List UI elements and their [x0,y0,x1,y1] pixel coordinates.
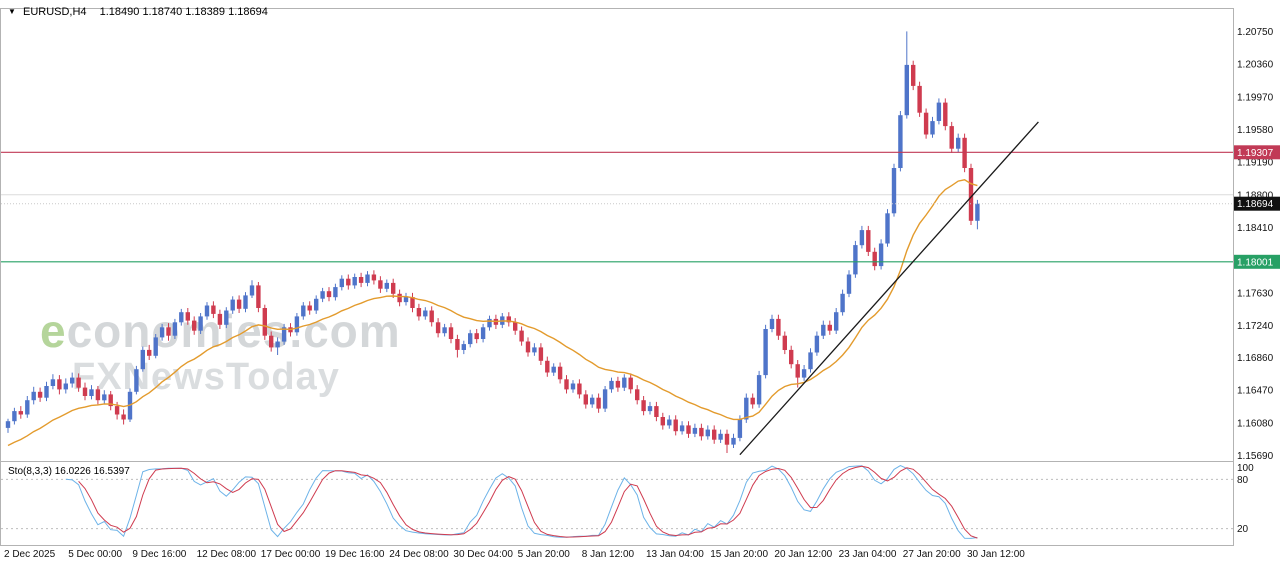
chart-menu-icon[interactable]: ▼ [8,7,16,16]
svg-text:12 Dec 08:00: 12 Dec 08:00 [197,549,257,560]
svg-text:1.16470: 1.16470 [1237,386,1274,397]
price-axis: 1.20750 1.20360 1.19970 1.19580 1.19190 1.188… [1237,27,1274,462]
candlesticks [5,31,980,453]
stochastic-levels [1,478,1233,530]
stochastic-d-line [78,465,978,539]
svg-text:2 Dec 2025: 2 Dec 2025 [4,549,56,560]
svg-text:1.15690: 1.15690 [1237,451,1274,462]
ohlc-values-label: 1.18490 1.18740 1.18389 1.18694 [99,6,268,18]
svg-text:30 Jan 12:00: 30 Jan 12:00 [967,549,1025,560]
svg-text:30 Dec 04:00: 30 Dec 04:00 [453,549,513,560]
svg-text:1.18001: 1.18001 [1237,257,1274,268]
indicator-name-label: Sto(8,3,3) 16.0226 16.5397 [8,466,130,477]
svg-text:20 Jan 12:00: 20 Jan 12:00 [774,549,832,560]
svg-text:1.19307: 1.19307 [1237,148,1274,159]
svg-text:24 Dec 08:00: 24 Dec 08:00 [389,549,449,560]
svg-text:1.20360: 1.20360 [1237,60,1274,71]
svg-text:1.19970: 1.19970 [1237,92,1274,103]
svg-text:20: 20 [1237,524,1249,535]
svg-text:80: 80 [1237,475,1249,486]
trendline[interactable] [739,121,1039,456]
svg-text:1.19190: 1.19190 [1237,158,1274,169]
current-price-tag: 1.18694 [1234,196,1280,211]
svg-text:1.18800: 1.18800 [1237,190,1274,201]
watermark-economies-logo: economies.com [40,305,401,357]
panel-borders [0,8,1234,546]
svg-text:13 Jan 04:00: 13 Jan 04:00 [646,549,704,560]
svg-text:19 Dec 16:00: 19 Dec 16:00 [325,549,385,560]
svg-text:17 Dec 00:00: 17 Dec 00:00 [261,549,321,560]
svg-text:8 Jan 12:00: 8 Jan 12:00 [582,549,635,560]
moving-average-line [7,179,978,447]
watermark: economies.com FXNewsToday [40,308,401,396]
chart-header: ▼ EURUSD,H4 1.18490 1.18740 1.18389 1.18… [8,6,268,18]
svg-text:1.18694: 1.18694 [1237,199,1274,210]
svg-text:1.18410: 1.18410 [1237,223,1274,234]
svg-text:5 Jan 20:00: 5 Jan 20:00 [518,549,571,560]
svg-text:1.16860: 1.16860 [1237,353,1274,364]
stochastic-k-line [65,465,978,539]
svg-text:9 Dec 16:00: 9 Dec 16:00 [132,549,186,560]
watermark-fxnewstoday-logo: FXNewsToday [72,356,340,398]
svg-text:23 Jan 04:00: 23 Jan 04:00 [839,549,897,560]
support-price-tag: 1.18001 [1234,254,1280,269]
svg-text:1.17240: 1.17240 [1237,321,1274,332]
resistance-price-tag: 1.19307 [1234,145,1280,160]
symbol-timeframe-label: EURUSD,H4 [22,6,87,18]
svg-text:27 Jan 20:00: 27 Jan 20:00 [903,549,961,560]
time-axis: 2 Dec 2025 5 Dec 00:00 9 Dec 16:00 12 Dec 0… [4,549,1025,560]
svg-text:100: 100 [1237,463,1254,474]
svg-text:1.16080: 1.16080 [1237,418,1274,429]
svg-text:1.17630: 1.17630 [1237,288,1274,299]
svg-text:15 Jan 20:00: 15 Jan 20:00 [710,549,768,560]
svg-text:1.19580: 1.19580 [1237,125,1274,136]
svg-text:1.20750: 1.20750 [1237,27,1274,38]
svg-text:5 Dec 00:00: 5 Dec 00:00 [68,549,122,560]
